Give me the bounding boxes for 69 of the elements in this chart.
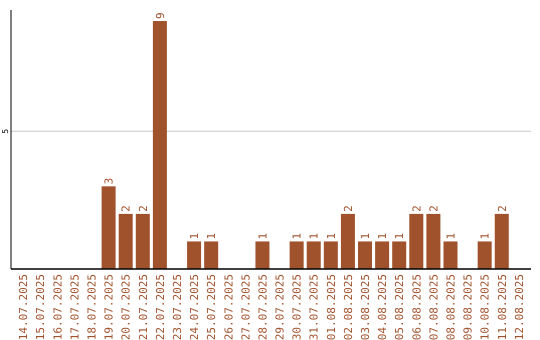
x-tick-label: 04.08.2025 <box>376 274 390 340</box>
x-tick-label: 02.08.2025 <box>342 274 355 340</box>
bar <box>136 214 150 269</box>
x-tick-label: 01.08.2025 <box>324 274 338 340</box>
data-label: 2 <box>410 205 424 212</box>
bar <box>204 241 218 269</box>
data-label: 1 <box>188 232 202 240</box>
bar <box>409 214 424 269</box>
x-tick-label: 09.08.2025 <box>462 274 475 340</box>
x-tick-label: 19.07.2025 <box>102 274 116 340</box>
data-label: 1 <box>376 232 390 240</box>
x-tick-label: 05.08.2025 <box>393 274 406 340</box>
data-label: 1 <box>324 232 338 240</box>
data-label: 2 <box>427 205 440 212</box>
bar <box>118 214 133 269</box>
data-label: 1 <box>359 232 372 240</box>
x-tick-label: 20.07.2025 <box>120 274 133 340</box>
bar <box>494 214 509 269</box>
x-tick-label: 29.07.2025 <box>274 274 287 340</box>
x-tick-label: 31.07.2025 <box>308 274 321 340</box>
bar <box>324 241 338 269</box>
data-label: 1 <box>308 232 321 240</box>
bar <box>187 241 202 269</box>
bar <box>102 186 116 269</box>
x-tick-label: 14.07.2025 <box>17 274 30 340</box>
data-label: 1 <box>444 232 458 240</box>
x-tick-label: 28.07.2025 <box>256 274 270 340</box>
x-tick-label: 12.08.2025 <box>512 274 526 340</box>
bar <box>152 21 167 269</box>
x-tick-label: 18.07.2025 <box>86 274 99 340</box>
bar <box>340 214 355 269</box>
data-label: 1 <box>393 232 406 240</box>
bar <box>375 241 390 269</box>
x-tick-label: 26.07.2025 <box>222 274 236 340</box>
bar <box>392 241 406 269</box>
data-label: 2 <box>120 205 133 212</box>
bar <box>255 241 270 269</box>
x-tick-label: 27.07.2025 <box>239 274 252 340</box>
x-tick-label: 10.08.2025 <box>478 274 492 340</box>
x-tick-label: 23.07.2025 <box>170 274 184 340</box>
x-tick-label: 17.07.2025 <box>68 274 82 340</box>
data-label: 1 <box>256 232 270 240</box>
data-label: 3 <box>102 178 116 184</box>
bar <box>478 241 492 269</box>
data-label: 2 <box>496 205 509 212</box>
data-label: 1 <box>205 232 218 240</box>
x-tick-label: 11.08.2025 <box>496 274 509 340</box>
bar <box>443 241 458 269</box>
y-tick-label: 5 <box>1 128 10 134</box>
bar <box>306 241 321 269</box>
x-tick-label: 15.07.2025 <box>34 274 48 340</box>
data-label: 9 <box>154 12 167 20</box>
bar <box>290 241 304 269</box>
x-tick-label: 06.08.2025 <box>410 274 424 340</box>
data-label: 2 <box>136 205 150 212</box>
x-tick-label: 16.07.2025 <box>51 274 64 340</box>
x-tick-label: 30.07.2025 <box>290 274 304 340</box>
x-tick-label: 03.08.2025 <box>359 274 372 340</box>
x-tick-label: 07.08.2025 <box>427 274 440 340</box>
bar <box>426 214 440 269</box>
x-tick-label: 22.07.2025 <box>154 274 167 340</box>
data-label: 1 <box>478 232 492 240</box>
x-tick-label: 08.08.2025 <box>444 274 458 340</box>
x-tick-label: 25.07.2025 <box>205 274 218 340</box>
x-tick-label: 21.07.2025 <box>136 274 150 340</box>
bar <box>358 241 372 269</box>
x-tick-label: 24.07.2025 <box>188 274 202 340</box>
data-label: 2 <box>342 205 355 212</box>
data-label: 1 <box>290 232 304 240</box>
